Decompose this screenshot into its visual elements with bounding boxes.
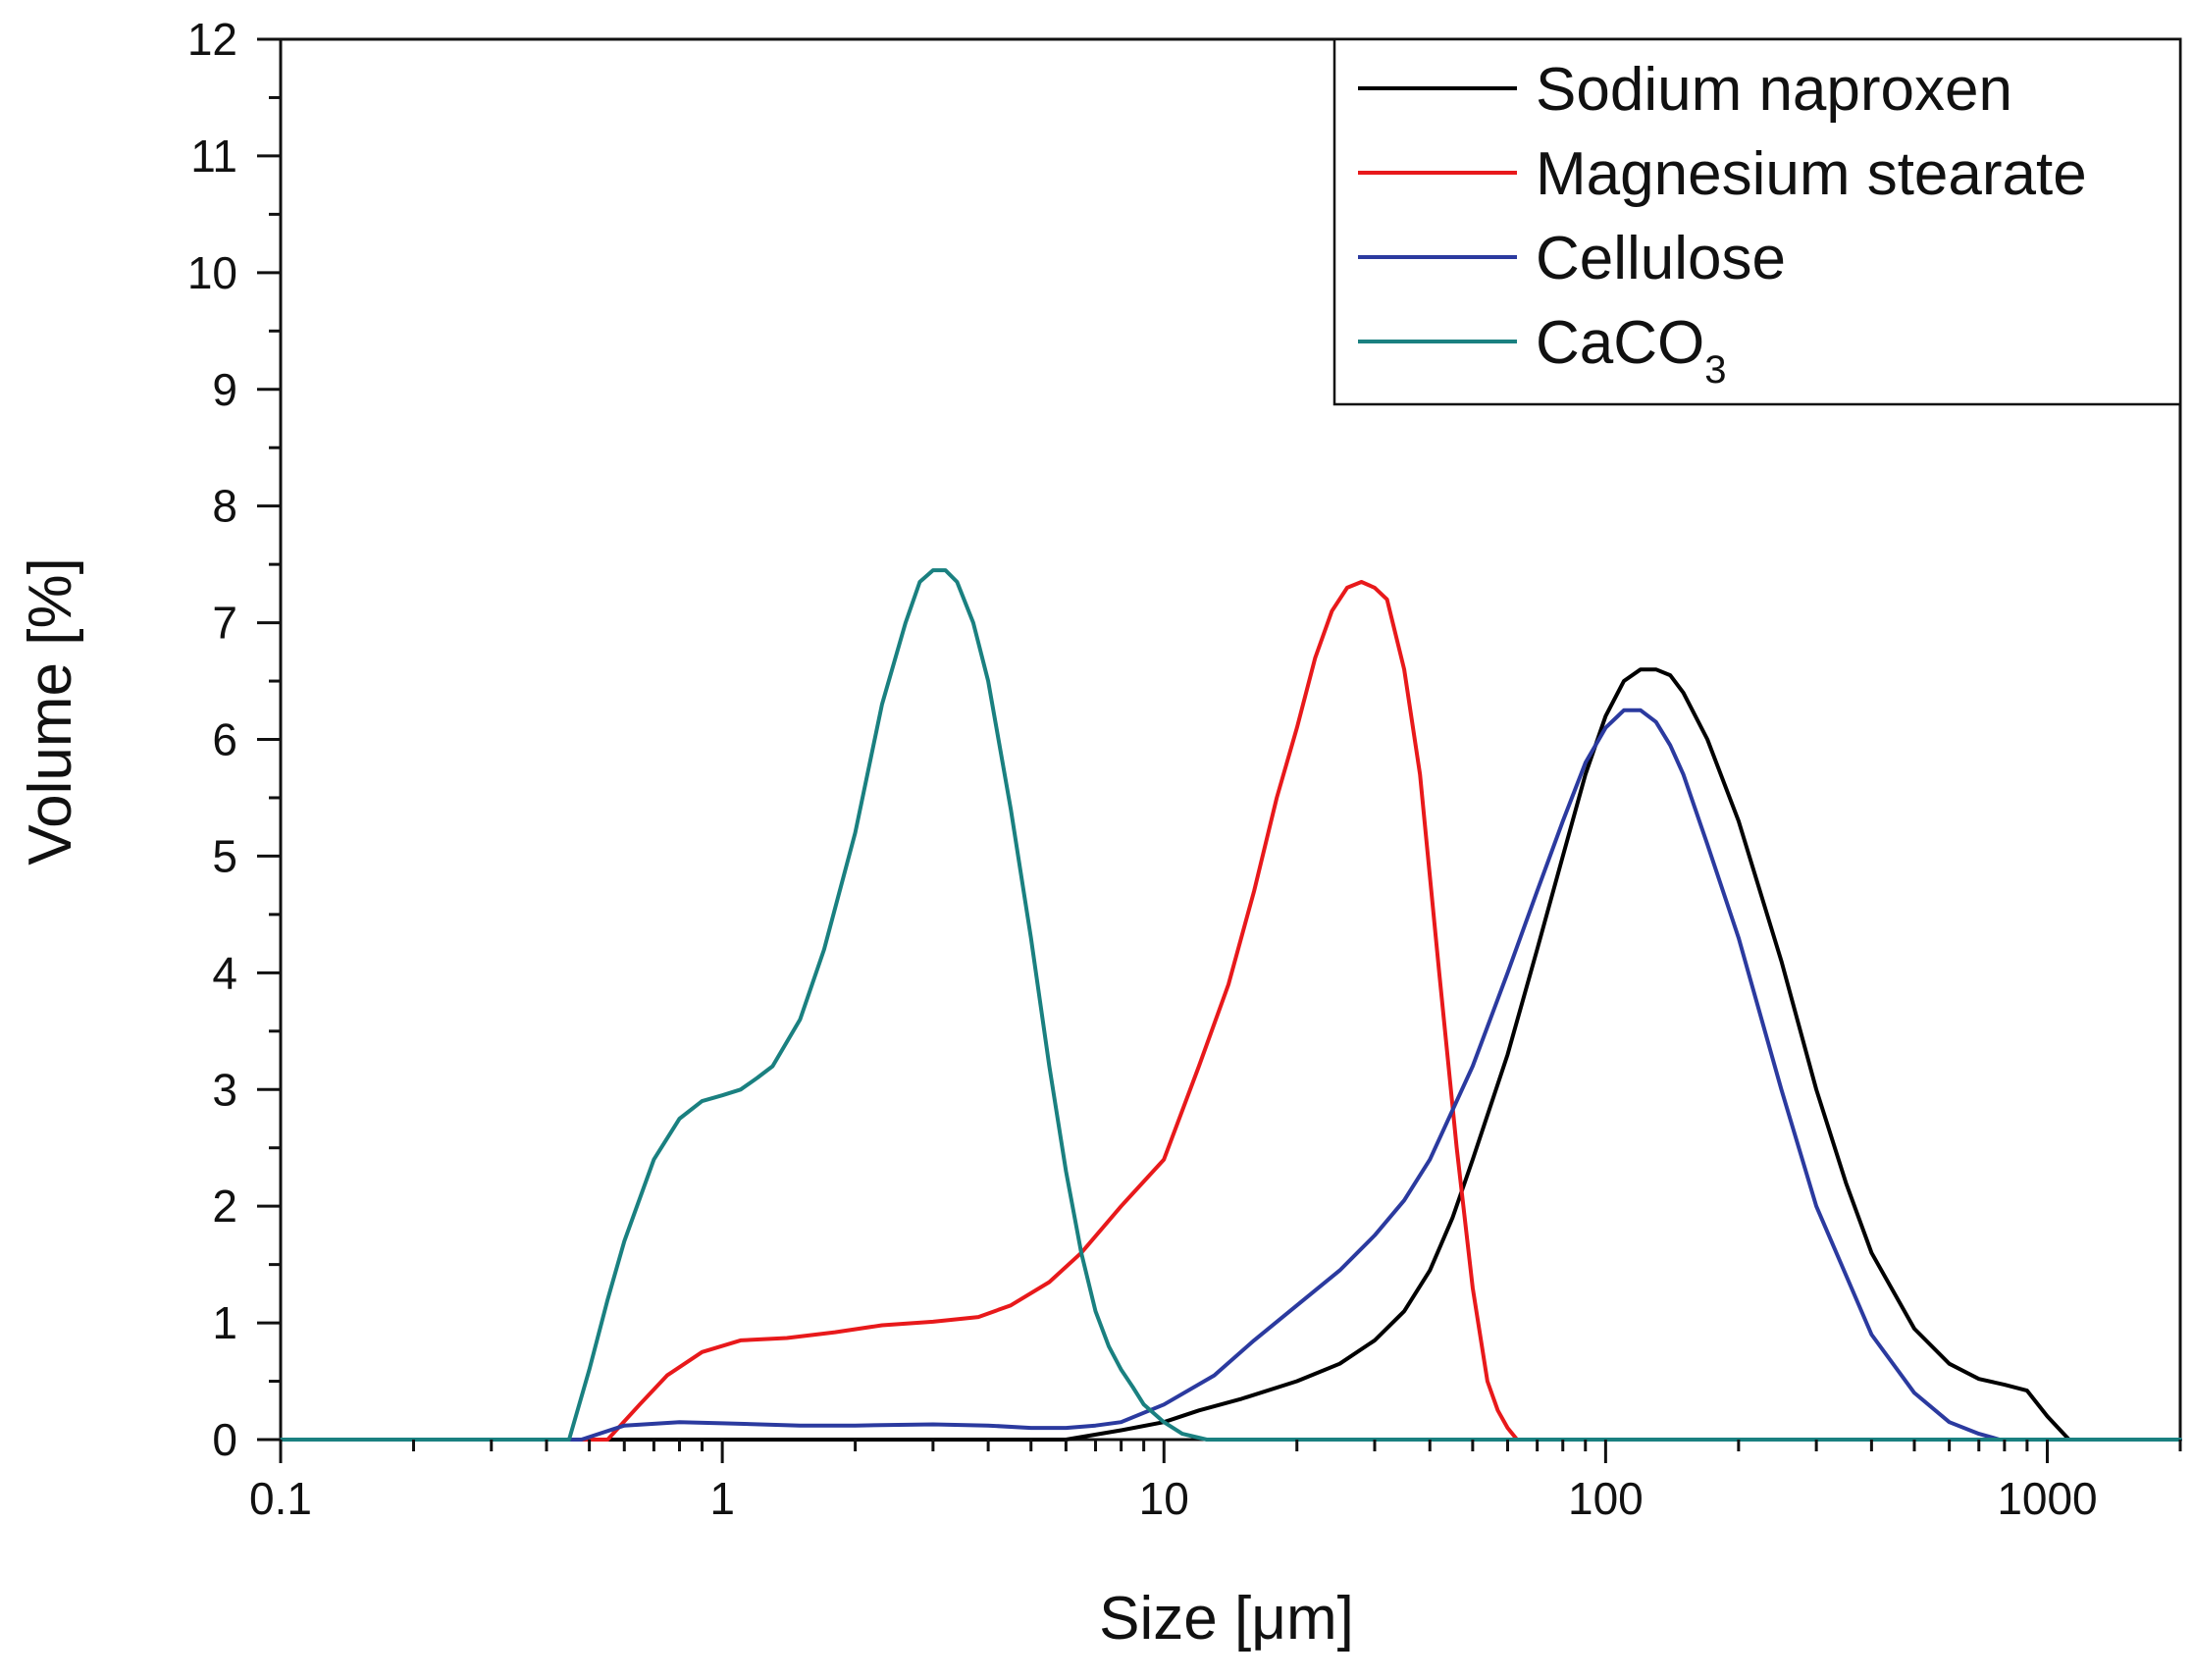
series-group (279, 568, 2182, 1442)
series-line-caco3 (279, 568, 2182, 1442)
legend-label-sodium-naproxen: Sodium naproxen (1536, 56, 2012, 124)
y-tick-label: 9 (212, 364, 237, 415)
legend-label-magnesium-stearate: Magnesium stearate (1536, 140, 2087, 208)
series-line-magnesium-stearate (279, 580, 2182, 1442)
legend: Sodium naproxen Magnesium stearate Cellulo… (1332, 37, 2182, 406)
x-tick-label: 0.1 (249, 1473, 312, 1524)
y-tick-label: 8 (212, 481, 237, 532)
x-tick-label: 100 (1568, 1473, 1644, 1524)
y-tick-label: 2 (212, 1181, 237, 1232)
x-tick-label: 10 (1139, 1473, 1189, 1524)
x-axis-title: Size [μm] (1099, 1585, 1354, 1653)
y-tick-label: 4 (212, 947, 237, 998)
series-line-cellulose (279, 708, 2182, 1442)
y-tick-label: 11 (190, 131, 237, 182)
series-line-sodium-naproxen (279, 667, 2182, 1442)
y-axis-title: Volume [%] (17, 557, 84, 866)
y-tick-label: 12 (187, 14, 237, 65)
x-tick-label: 1000 (1997, 1473, 2097, 1524)
y-tick-label: 0 (212, 1414, 237, 1465)
y-tick-label: 10 (187, 247, 237, 298)
legend-label-caco: CaCO3 (1536, 309, 1727, 392)
y-tick-label: 3 (212, 1064, 237, 1115)
y-tick-label: 6 (212, 714, 237, 765)
y-tick-label: 5 (212, 830, 237, 881)
y-tick-label: 1 (212, 1297, 237, 1348)
legend-label-cellulose: Cellulose (1536, 225, 1786, 292)
y-tick-label: 7 (212, 598, 237, 649)
legend-box (1332, 37, 2182, 406)
x-tick-label: 1 (709, 1473, 735, 1524)
